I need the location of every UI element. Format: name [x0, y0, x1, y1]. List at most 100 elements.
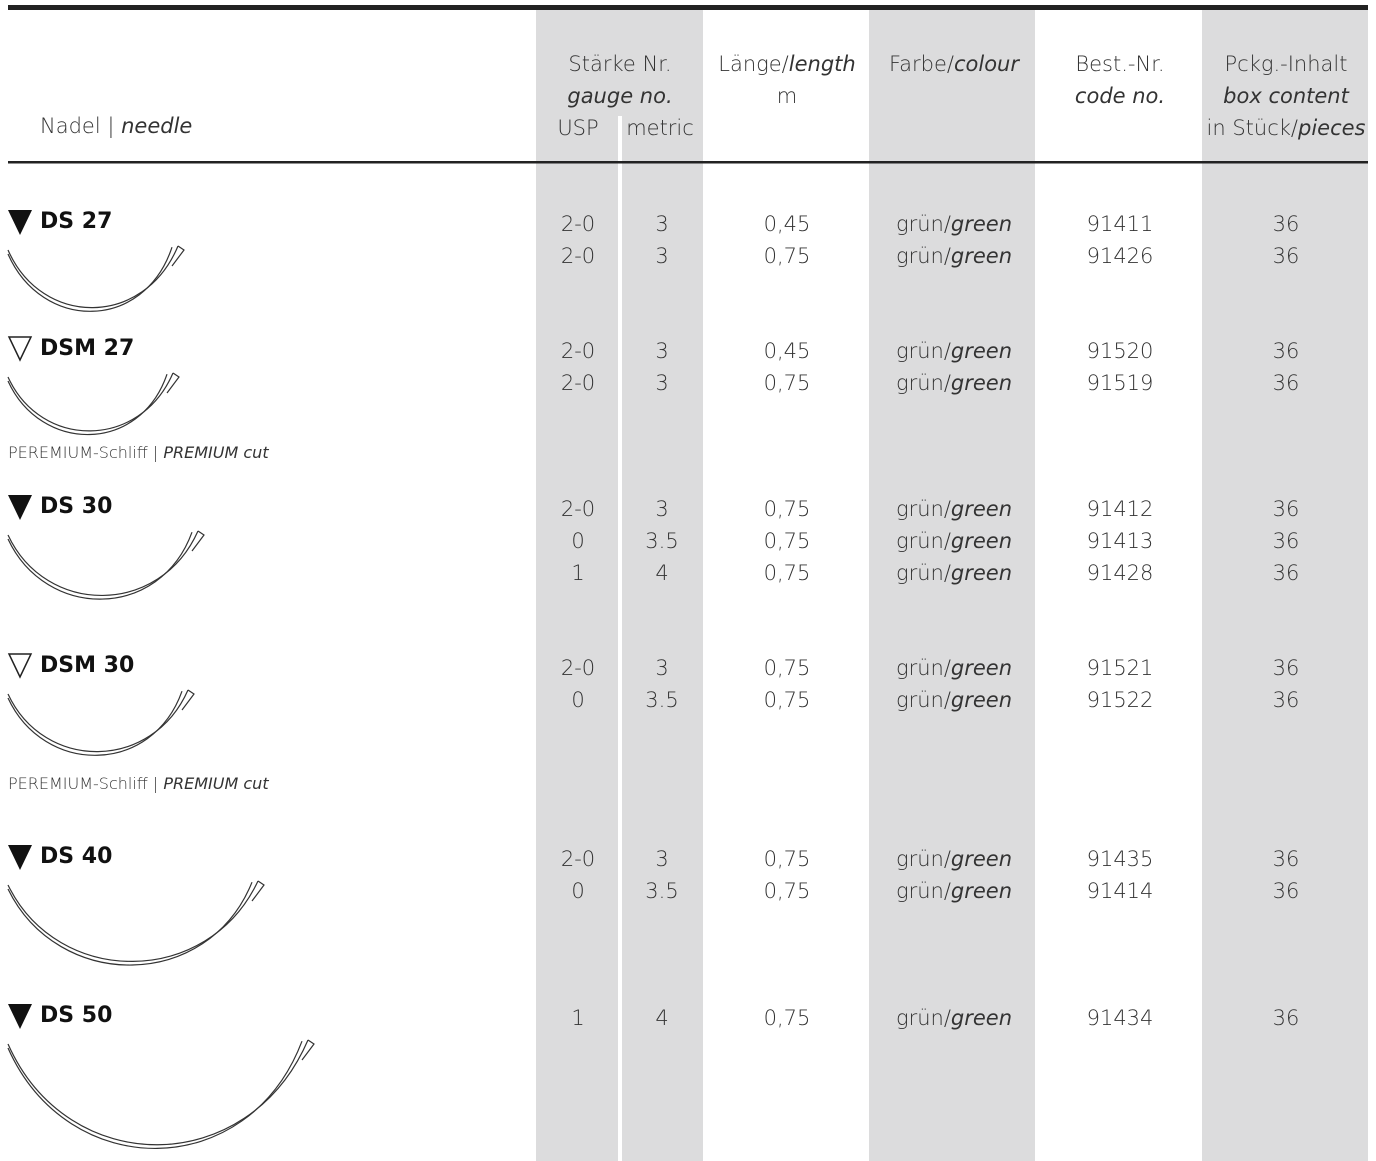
cell: 91426: [1087, 244, 1154, 268]
cell: 4: [655, 561, 668, 585]
cell: 3: [655, 244, 668, 268]
cell: 36: [1273, 212, 1300, 236]
cell: 91519: [1087, 371, 1154, 395]
needle-drawing: [7, 374, 168, 436]
cell: 36: [1273, 244, 1300, 268]
needle-name: DS 50: [40, 1003, 112, 1028]
text: grün/: [896, 879, 951, 903]
cell: 36: [1273, 339, 1300, 363]
cell: 91411: [1087, 212, 1154, 236]
needle-marker: [8, 845, 32, 870]
text: grün/: [896, 244, 951, 268]
cell: 36: [1273, 656, 1300, 680]
cell-colour: grün/green: [896, 244, 1012, 268]
text: PREMIUM cut: [163, 443, 269, 462]
cell-colour: grün/green: [896, 847, 1012, 871]
needle-tip: [171, 245, 185, 267]
needle-marker: [8, 210, 32, 235]
text: grün/: [896, 688, 951, 712]
cell: 36: [1273, 1006, 1300, 1030]
cell: 3: [655, 339, 668, 363]
cell-colour: grün/green: [896, 561, 1012, 585]
text: grün/: [896, 847, 951, 871]
needle-drawing: [7, 1039, 309, 1146]
header-code-en: code no.: [1075, 84, 1165, 108]
text: needle: [121, 114, 192, 138]
cell: 36: [1273, 688, 1300, 712]
needle-tip: [191, 530, 205, 552]
text: green: [951, 371, 1012, 395]
needle-drawing: [7, 690, 183, 756]
cell: 91434: [1087, 1006, 1154, 1030]
cell: 0,75: [764, 847, 811, 871]
text: grün/: [896, 561, 951, 585]
cell: 2-0: [561, 497, 595, 521]
text: grün/: [896, 371, 951, 395]
cell-colour: grün/green: [896, 339, 1012, 363]
text: grün/: [896, 656, 951, 680]
text: green: [951, 688, 1012, 712]
cell: 0: [571, 688, 584, 712]
cell: 3.5: [645, 688, 678, 712]
cell: 0,75: [764, 1006, 811, 1030]
needle-name: DSM 30: [40, 653, 134, 678]
cell-colour: grün/green: [896, 1006, 1012, 1030]
cell: 2-0: [561, 656, 595, 680]
cell: 2-0: [561, 371, 595, 395]
text: grün/: [896, 212, 951, 236]
needle-drawing: [7, 372, 174, 432]
cell: 3: [655, 656, 668, 680]
cell: 91412: [1087, 497, 1154, 521]
cell: 3: [655, 212, 668, 236]
cell: 91522: [1087, 688, 1154, 712]
cell-colour: grün/green: [896, 879, 1012, 903]
cell: 2-0: [561, 212, 595, 236]
needle-name: DS 30: [40, 494, 112, 519]
text: green: [951, 656, 1012, 680]
cell: 91520: [1087, 339, 1154, 363]
header-gauge-en: gauge no.: [567, 84, 672, 108]
cell: 91435: [1087, 847, 1154, 871]
top-rule: [8, 5, 1368, 10]
text: green: [951, 879, 1012, 903]
header-gauge: Stärke Nr.: [568, 52, 671, 76]
cell: 3.5: [645, 879, 678, 903]
needle-tip: [181, 689, 195, 711]
header-metric: metric: [626, 116, 694, 140]
cell-colour: grün/green: [896, 529, 1012, 553]
cell: 0,75: [764, 879, 811, 903]
needle-marker: [8, 495, 32, 520]
cell: 91414: [1087, 879, 1154, 903]
needle-note: PEREMIUM-Schliff | PREMIUM cut: [8, 443, 269, 462]
cell-colour: grün/green: [896, 656, 1012, 680]
column-bg: [1202, 10, 1368, 1161]
header-code: Best.-Nr.: [1075, 52, 1164, 76]
header-rule: [8, 161, 1368, 164]
cell-colour: grün/green: [896, 688, 1012, 712]
needle-name: DS 40: [40, 844, 112, 869]
cell: 0,75: [764, 529, 811, 553]
header-usp: USP: [557, 116, 598, 140]
text: green: [951, 339, 1012, 363]
needle-marker: [8, 1004, 32, 1029]
needle-drawing: [7, 881, 253, 966]
text: PREMIUM cut: [163, 774, 269, 793]
header-box: Pckg.-Inhalt: [1225, 52, 1348, 76]
header-colour: Farbe/colour: [889, 52, 1020, 76]
needle-tip: [166, 372, 180, 394]
cell: 3: [655, 847, 668, 871]
cell: 0,45: [764, 339, 811, 363]
needle-name: DS 27: [40, 209, 112, 234]
column-divider: [618, 116, 622, 1161]
text: green: [951, 497, 1012, 521]
cell: 91413: [1087, 529, 1154, 553]
cell: 0,75: [764, 656, 811, 680]
cell: 36: [1273, 497, 1300, 521]
needle-drawing: [7, 531, 193, 600]
cell: 3: [655, 497, 668, 521]
needle-marker: [7, 336, 33, 362]
cell: 91521: [1087, 656, 1154, 680]
text: green: [951, 529, 1012, 553]
cell: 0,75: [764, 497, 811, 521]
